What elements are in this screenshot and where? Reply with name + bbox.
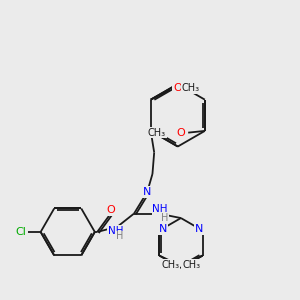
Text: O: O — [176, 128, 185, 138]
Text: H: H — [161, 213, 168, 223]
Text: CH₃: CH₃ — [148, 128, 166, 138]
Text: N: N — [195, 224, 203, 234]
Text: Cl: Cl — [16, 227, 27, 237]
Text: N: N — [143, 187, 152, 197]
Text: CH₃: CH₃ — [182, 83, 200, 93]
Text: CH₃: CH₃ — [182, 260, 200, 270]
Text: H: H — [116, 232, 124, 242]
Text: O: O — [173, 83, 182, 93]
Text: CH₃: CH₃ — [161, 260, 180, 270]
Text: N: N — [159, 224, 167, 234]
Text: NH: NH — [107, 226, 123, 236]
Text: O: O — [107, 205, 116, 215]
Text: NH: NH — [152, 204, 168, 214]
